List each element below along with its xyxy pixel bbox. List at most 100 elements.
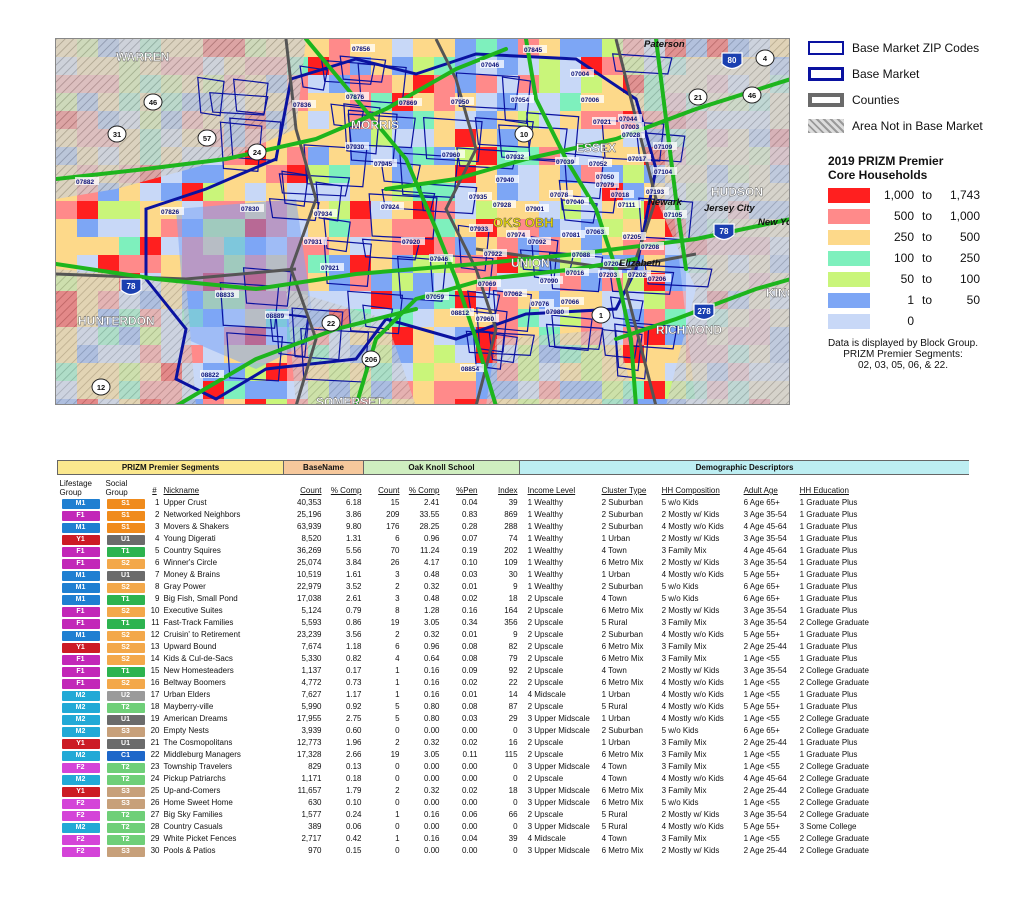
legend-class-swatch (828, 292, 870, 308)
table-cell: 8 (395, 606, 400, 615)
table-cell: 15 (390, 498, 400, 507)
table-cell: 2 College Graduate (799, 714, 869, 723)
lifestage-badge: M2 (61, 703, 100, 713)
lifestage-badge: M2 (61, 691, 100, 701)
legend-item-zip-codes: Base Market ZIP Codes (808, 38, 979, 58)
table-cell: 0.00 (461, 798, 478, 807)
table-cell: 2 College Graduate (799, 834, 869, 843)
table-cell: 0.06 (461, 810, 478, 819)
table-cell: 1 Wealthy (527, 558, 563, 567)
table-cell: 1 Urban (601, 738, 631, 747)
table-cell: 4 Mostly w/o Kids (661, 822, 724, 831)
table-cell: 5 Age 55+ (743, 702, 780, 711)
route-shield-icon (514, 125, 534, 143)
table-cell: 63,939 (297, 522, 322, 531)
lifestage-badge-cell: M2 (58, 701, 104, 713)
route-shield-icon (755, 49, 775, 67)
county-label: WARREN (116, 50, 169, 64)
zip-label: 07930 (346, 144, 364, 151)
legend-class-to: 500 (959, 230, 980, 244)
lifestage-badge-cell: F1 (58, 545, 104, 557)
table-cell: 27 (150, 810, 160, 819)
zip-label: 07044 (619, 116, 637, 123)
lifestage-badge: M2 (61, 775, 100, 785)
col-edu: HH Education (799, 486, 849, 495)
table-cell: 2 Age 25-44 (743, 642, 787, 651)
table-cell: 3 Upper Midscale (527, 714, 590, 723)
lifestage-badge: M1 (61, 571, 100, 581)
col-social: Social Group (105, 479, 128, 497)
route-shield-icon (107, 125, 127, 143)
legend-class-to: 100 (959, 272, 980, 286)
table-cell: 25,196 (297, 510, 322, 519)
legend-class-from: 0 (907, 314, 914, 328)
zip-label: 07933 (470, 226, 488, 233)
table-cell: 19 (390, 618, 400, 627)
table-cell: 0.11 (462, 750, 478, 759)
table-cell: 1 Wealthy (527, 522, 563, 531)
lifestage-badge-cell: M2 (58, 821, 104, 833)
table-cell: 2 College Graduate (799, 846, 869, 855)
table-cell: 18 (508, 786, 518, 795)
county-label: HUDSON (711, 185, 763, 199)
social-badge-cell: T1 (104, 617, 148, 629)
interstate-shield-icon (120, 278, 142, 296)
lifestage-badge-cell: F1 (58, 557, 104, 569)
shield-label: 278 (697, 307, 711, 316)
social-badge: U1 (106, 571, 145, 581)
lifestage-badge: Y1 (61, 535, 100, 545)
zip-label: 07105 (664, 212, 682, 219)
table-cell: 3.84 (345, 558, 362, 567)
table-cell: 2 College Graduate (799, 786, 869, 795)
zip-label: 07017 (628, 156, 646, 163)
lifestage-badge-cell: F1 (58, 665, 104, 677)
legend-note-line3: 02, 03, 05, 06, & 22. (857, 360, 949, 371)
social-badge-cell: U1 (104, 533, 148, 545)
table-cell: Upper Crust (163, 498, 207, 507)
table-cell: 5 w/o Kids (661, 798, 699, 807)
legend-class-to: 250 (959, 251, 980, 265)
legend-class-to: 1,000 (949, 209, 980, 223)
zip-label: 07869 (399, 100, 417, 107)
shield-label: 78 (720, 227, 729, 236)
table-cell: 17 (150, 690, 160, 699)
table-cell: 66 (508, 810, 518, 819)
table-cell: 0 (513, 762, 518, 771)
lifestage-badge-cell: M1 (58, 581, 104, 593)
table-cell: 1 Graduate Plus (799, 750, 858, 759)
lifestage-badge: M1 (61, 583, 100, 593)
group-prizm: PRIZM Premier Segments (57, 460, 284, 475)
highways (56, 39, 789, 404)
lifestage-badge: F1 (61, 619, 100, 629)
table-cell: 970 (308, 846, 322, 855)
table-cell: 10 (150, 606, 160, 615)
table-cell: 5,330 (301, 654, 322, 663)
lifestage-badge: Y1 (61, 643, 100, 653)
route-shield-icon (321, 314, 341, 332)
table-cell: 9 (155, 594, 160, 603)
zip-label: 07104 (654, 169, 672, 176)
table-cell: 3.86 (345, 510, 362, 519)
table-cell: 3 Age 35-54 (743, 606, 787, 615)
legend-item-not-in-base: Area Not in Base Market (808, 116, 983, 136)
table-cell: 0.64 (423, 654, 440, 663)
lifestage-badge: F1 (61, 667, 100, 677)
col-ok-count: Count (378, 486, 400, 495)
table-cell: 11,657 (297, 786, 322, 795)
zip-label: 07040 (566, 199, 584, 206)
table-row: F1 S1 2 Networked Neighbors 25,196 3.86 209 33.… (58, 509, 970, 521)
table-cell: 0 (395, 846, 400, 855)
table-cell: The Cosmopolitans (163, 738, 233, 747)
table-cell: 1.17 (345, 690, 362, 699)
table-cell: 3 Family Mix (661, 654, 707, 663)
county-label: UNION (511, 256, 550, 270)
table-cell: 5 (395, 702, 400, 711)
table-cell: Winner's Circle (163, 558, 218, 567)
lifestage-badge-cell: M2 (58, 725, 104, 737)
table-cell: 0.28 (461, 522, 478, 531)
zip-label: 07940 (496, 177, 514, 184)
table-cell: 0 (513, 726, 518, 735)
table-cell: 3.05 (423, 618, 440, 627)
table-cell: 1 Urban (601, 570, 631, 579)
table-cell: 0.08 (461, 702, 478, 711)
